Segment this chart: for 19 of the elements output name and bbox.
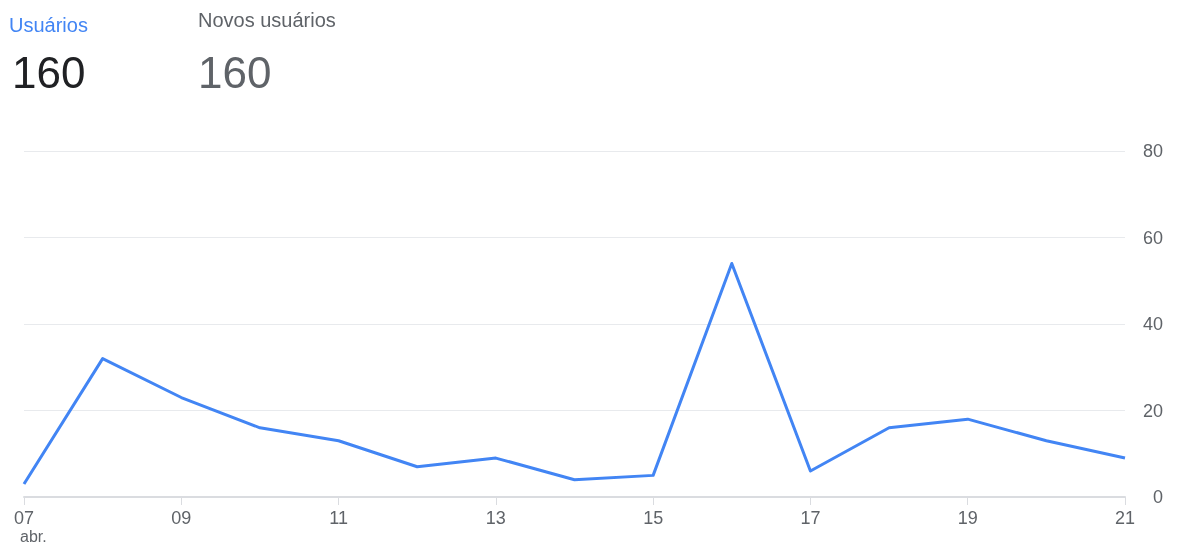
y-tick-label: 80 [1142,141,1163,161]
line-series [22,261,1127,486]
y-tick-label: 20 [1142,400,1163,421]
x-tick-label: 09 [171,508,192,528]
chart-title: Usuários [9,14,88,36]
x-tick-label: 13 [485,508,506,528]
x-tick-label: 07 [13,508,35,528]
x-tick-label: 19 [957,508,978,528]
x-tick-label: 15 [643,508,664,528]
y-tick-label: 60 [1142,227,1163,248]
y-tick-label: 0 [1152,487,1163,507]
text: 160 [12,47,86,97]
text: abr. [20,527,47,545]
y-tick-label: 40 [1142,314,1163,334]
x-tick-label: 11 [329,508,348,528]
text: 160 [198,47,272,97]
x-tick-label: 21 [1114,508,1136,528]
text: Novos usuários [198,9,336,31]
x-tick-label: 17 [800,508,821,528]
